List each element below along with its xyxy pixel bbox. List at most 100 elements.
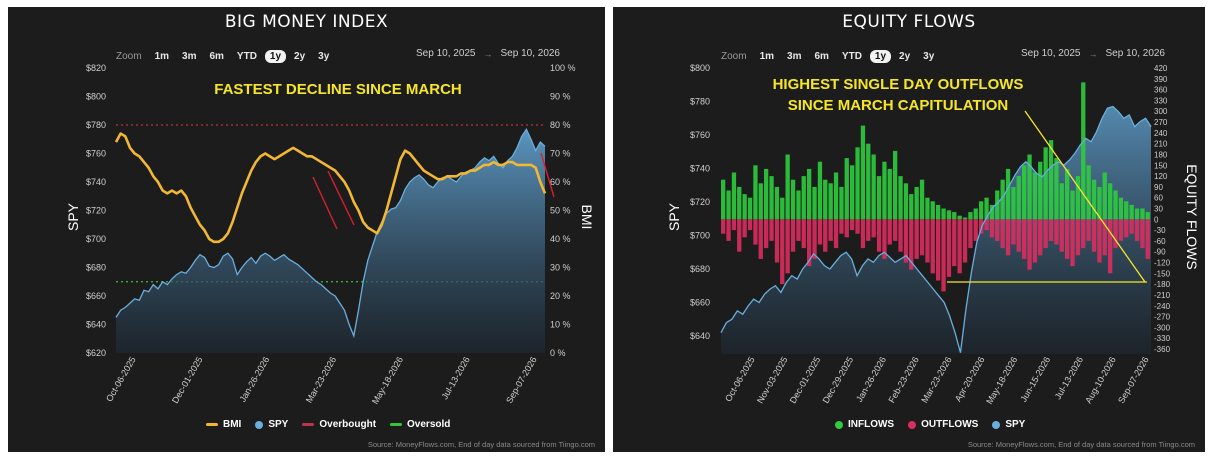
outflow-bar [823, 219, 828, 252]
outflow-bar [1145, 219, 1150, 259]
legend-item-outflows[interactable]: OUTFLOWS [908, 419, 978, 430]
inflow-bar [1016, 176, 1021, 220]
y-tick-label: $720 [690, 197, 710, 207]
range-from-input[interactable]: Sep 10, 2025 [1021, 48, 1081, 59]
outflow-bar [833, 219, 839, 249]
y-tick-label: $660 [690, 298, 710, 308]
inflow-bar [930, 201, 935, 220]
zoom-toolbar: Zoom 1m 3m 6m YTD 1y 2y 3y [721, 48, 942, 64]
spy-swatch [255, 420, 264, 429]
x-tick-label: Mar-23-2026 [304, 355, 338, 405]
spy-swatch [992, 420, 1001, 429]
y2-tick-label: -90 [1154, 248, 1166, 257]
zoom-3m-button[interactable]: 3m [182, 50, 197, 62]
outflow-bar [1124, 219, 1129, 238]
legend-item-bmi[interactable]: BMI [206, 419, 241, 430]
y-tick-label: $640 [86, 320, 106, 330]
range-to-input[interactable]: Sep 10, 2026 [500, 48, 561, 59]
x-tick-label: Apr-20-2026 [953, 355, 987, 403]
inflow-bar [866, 143, 871, 220]
zoom-1y-button[interactable]: 1y [264, 49, 287, 63]
outflow-bar [979, 219, 984, 234]
zoom-2y-button[interactable]: 2y [294, 50, 306, 62]
outflow-bar [866, 219, 871, 241]
y2-tick-label: 360 [1154, 86, 1168, 95]
inflow-bar [737, 186, 742, 220]
big-money-index-panel: BIG MONEY INDEX Zoom 1m 3m 6m YTD 1y 2y … [8, 7, 605, 452]
decline-trend-line [327, 170, 355, 226]
outflow-bar [1059, 219, 1064, 252]
inflow-bar [914, 186, 919, 220]
zoom-6m-button[interactable]: 6m [209, 50, 224, 62]
range-to-input[interactable]: Sep 10, 2026 [1105, 48, 1166, 59]
inflow-bar [855, 147, 860, 220]
zoom-3m-button[interactable]: 3m [787, 50, 802, 62]
zoom-3y-button[interactable]: 3y [318, 50, 330, 62]
inflow-bar [979, 201, 984, 220]
outflow-bar [737, 219, 742, 252]
legend-item-overbought[interactable]: Overbought [302, 419, 376, 430]
outflow-bar [774, 219, 780, 263]
zoom-2y-button[interactable]: 2y [899, 50, 911, 62]
inflow-bar [1043, 147, 1048, 220]
inflow-bar [731, 172, 737, 220]
outflow-bar [909, 219, 914, 270]
y-axis-label: SPY [65, 202, 81, 231]
y-tick-label: $720 [86, 206, 106, 216]
outflow-bar [747, 219, 753, 231]
inflow-bar [882, 161, 887, 220]
outflow-bar [925, 219, 930, 263]
x-tick-label: Sep-07-2026 [1116, 355, 1151, 405]
y-tick-label: $760 [690, 130, 710, 140]
legend-item-spy[interactable]: SPY [992, 419, 1025, 430]
y2-tick-label: 180 [1154, 150, 1168, 159]
y2-axis-label: BMI [579, 205, 595, 230]
zoom-ytd-button[interactable]: YTD [841, 50, 862, 62]
inflow-bar [812, 186, 817, 220]
outflow-bar [1108, 219, 1113, 274]
zoom-ytd-button[interactable]: YTD [236, 50, 257, 62]
range-from-input[interactable]: Sep 10, 2025 [416, 48, 476, 59]
inflow-bar [758, 183, 763, 220]
inflow-bar [850, 165, 855, 220]
y2-tick-label: 70 % [550, 149, 571, 159]
y2-tick-label: 50 % [550, 206, 571, 216]
legend-item-inflows[interactable]: INFLOWS [835, 419, 894, 430]
outflow-bar [968, 219, 973, 249]
zoom-label: Zoom [721, 50, 747, 62]
zoom-6m-button[interactable]: 6m [814, 50, 829, 62]
y-tick-label: $740 [86, 177, 106, 187]
zoom-3y-button[interactable]: 3y [923, 50, 935, 62]
outflow-bar [962, 219, 968, 263]
zoom-1m-button[interactable]: 1m [154, 50, 170, 62]
y2-tick-label: 40 % [550, 234, 571, 244]
spy-area [721, 106, 1151, 354]
zoom-1m-button[interactable]: 1m [759, 50, 775, 62]
x-tick-label: Oct-06-2025 [104, 355, 138, 403]
zoom-1y-button[interactable]: 1y [869, 49, 892, 63]
inflow-bar [860, 125, 866, 220]
inflow-bar [946, 210, 952, 220]
outflow-bar [726, 219, 731, 241]
inflow-bar [774, 186, 780, 220]
y2-tick-label: 420 [1154, 64, 1168, 73]
y-tick-label: $680 [690, 264, 710, 274]
legend-item-oversold[interactable]: Oversold [390, 419, 450, 430]
outflow-bar [957, 219, 962, 274]
outflow-bar [731, 219, 737, 231]
overbought-swatch [302, 423, 315, 426]
y-tick-label: $700 [690, 231, 710, 241]
outflow-bar [1016, 219, 1021, 252]
outflow-bar [930, 219, 935, 274]
inflow-bar [1070, 190, 1075, 220]
zoom-toolbar: Zoom 1m 3m 6m YTD 1y 2y 3y [116, 48, 337, 64]
y2-tick-label: 30 [1154, 205, 1163, 214]
x-tick-label: Jul-13-2026 [1053, 355, 1085, 401]
inflow-bar [1097, 186, 1102, 220]
legend-item-spy[interactable]: SPY [255, 419, 288, 430]
outflow-bar [1102, 219, 1107, 256]
y-tick-label: $640 [690, 331, 710, 341]
outflow-bar [796, 219, 801, 241]
inflow-bar [1038, 161, 1043, 220]
outflows-swatch [908, 420, 917, 429]
